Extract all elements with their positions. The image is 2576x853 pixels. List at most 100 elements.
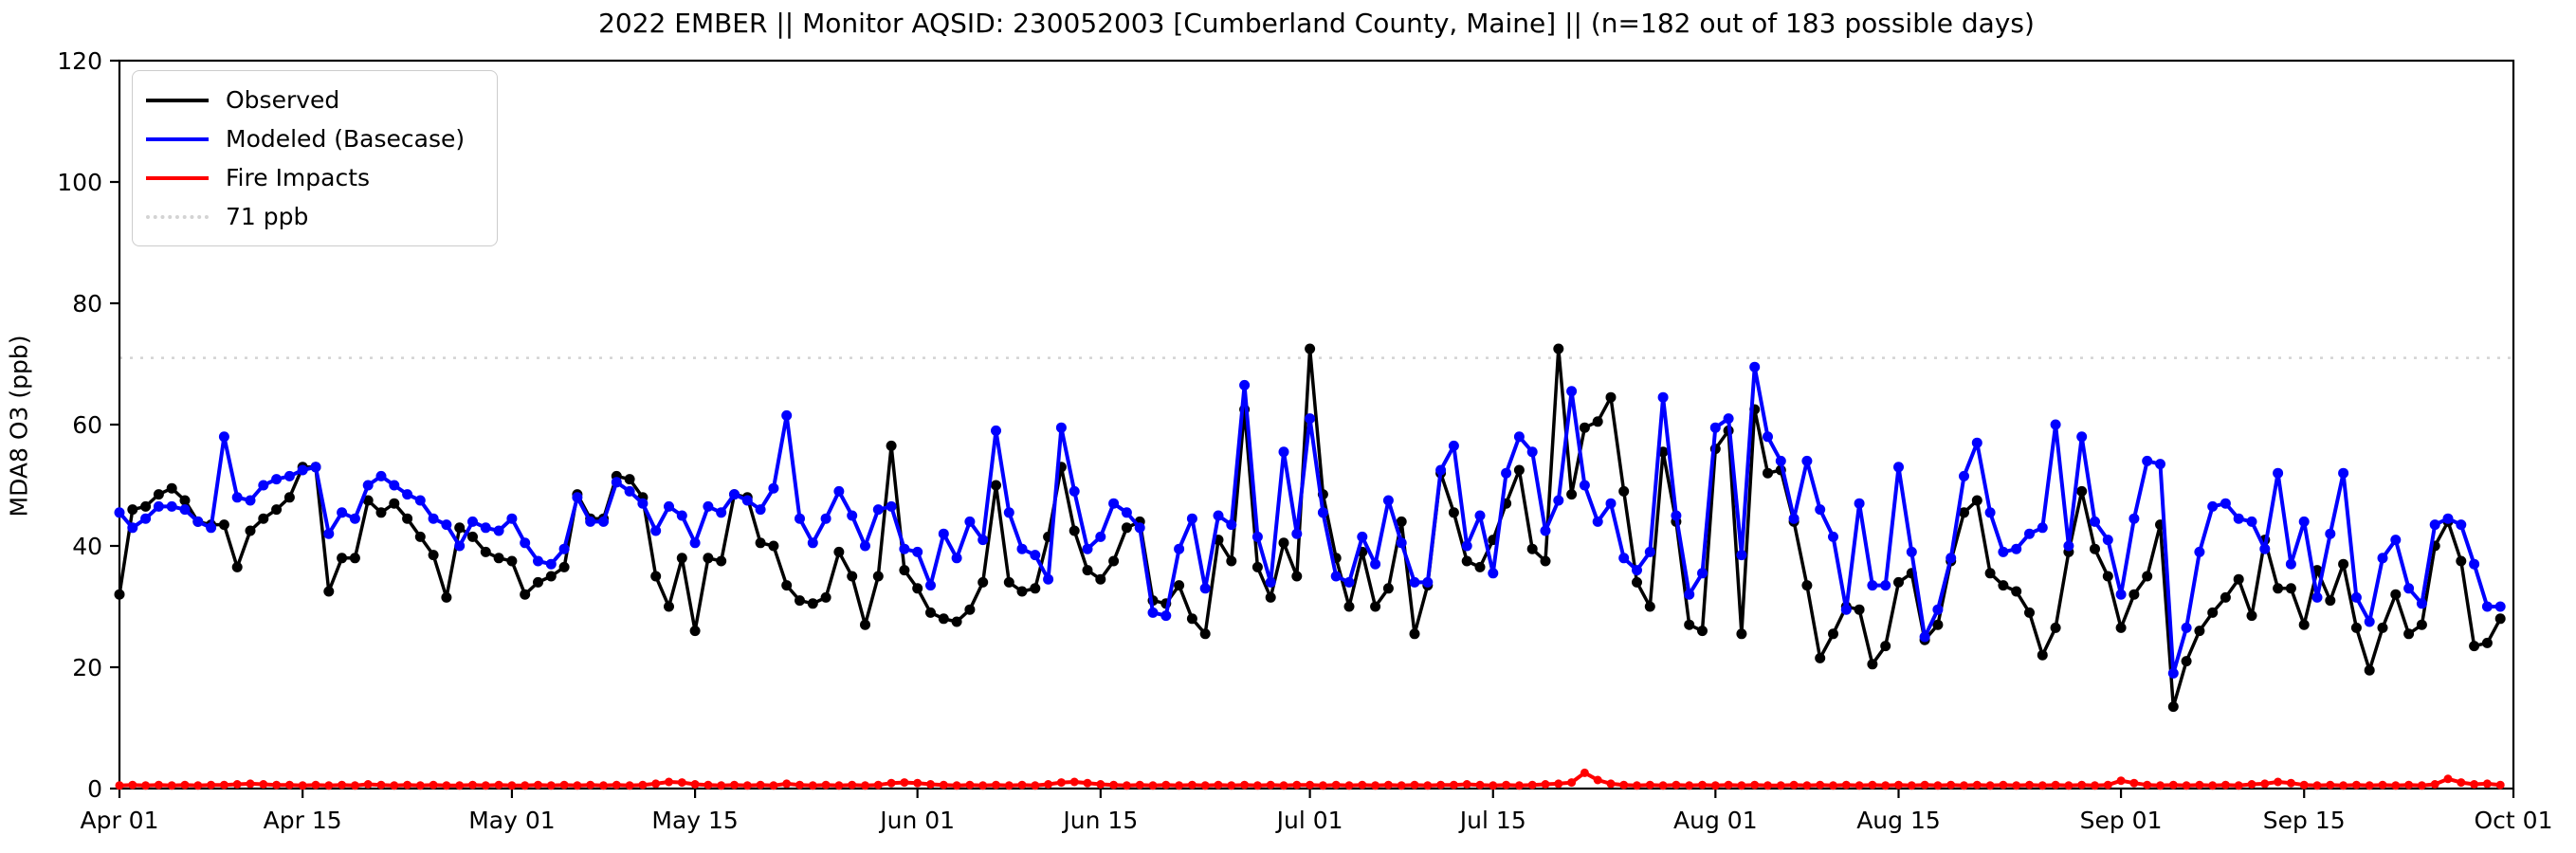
observed-point [545, 571, 557, 582]
modeled-basecase-point [2037, 522, 2048, 534]
fire-impacts-point [1933, 781, 1943, 790]
fire-impacts-point [1527, 780, 1537, 789]
fire-impacts-point [1854, 781, 1864, 790]
modeled-basecase-point [1461, 540, 1472, 552]
fire-impacts-point [2339, 781, 2348, 790]
fire-impacts-point [861, 781, 869, 790]
modeled-basecase-point [964, 516, 976, 527]
observed-point [349, 553, 360, 564]
modeled-basecase-point [912, 546, 923, 557]
observed-point [2011, 586, 2022, 597]
modeled-basecase-point [1815, 504, 1826, 516]
observed-point [1030, 583, 1041, 594]
legend: Observed Modeled (Basecase) Fire Impacts… [132, 70, 498, 246]
modeled-basecase-point [349, 513, 360, 524]
observed-point [114, 589, 125, 600]
observed-point [1251, 561, 1263, 572]
modeled-basecase-point [533, 555, 543, 567]
fire-impacts-point [2326, 780, 2335, 789]
modeled-basecase-point [271, 474, 283, 485]
observed-point [1867, 659, 1878, 670]
fire-impacts-point [1593, 775, 1602, 785]
observed-point [127, 504, 138, 516]
fire-impacts-markers [115, 768, 2505, 790]
modeled-basecase-point [2403, 583, 2415, 594]
modeled-basecase-point [1448, 440, 1459, 451]
observed-point [153, 489, 164, 500]
modeled-basecase-point [2011, 543, 2022, 554]
observed-point [558, 561, 570, 572]
observed-point [951, 616, 962, 627]
modeled-basecase-point [1082, 543, 1093, 554]
modeled-basecase-point [192, 516, 204, 527]
observed-point [1932, 619, 1944, 630]
observed-point [1199, 628, 1211, 640]
fire-impacts-point [625, 781, 634, 790]
modeled-basecase-point [1749, 361, 1761, 372]
observed-point [1370, 601, 1381, 612]
y-tick-label: 40 [72, 533, 102, 560]
modeled-basecase-point [1069, 485, 1080, 497]
fire-impacts-point [2012, 781, 2021, 790]
fire-impacts-point [978, 781, 988, 790]
modeled-basecase-point [1618, 553, 1630, 564]
observed-point [2456, 555, 2467, 567]
fire-impacts-point [886, 778, 896, 788]
observed-point [271, 504, 283, 516]
modeled-basecase-point [820, 513, 831, 524]
fire-impacts-point [2220, 780, 2230, 789]
modeled-basecase-point [1984, 507, 1996, 518]
y-tick-label: 100 [57, 169, 102, 196]
modeled-basecase-point [2207, 500, 2219, 512]
modeled-basecase-point [493, 525, 504, 536]
fire-impacts-point [1017, 780, 1027, 789]
fire-impacts-point [1645, 780, 1654, 789]
observed-point [1003, 576, 1014, 588]
fire-impacts-point [2495, 780, 2505, 789]
fire-impacts-point [468, 780, 477, 789]
fire-impacts-point [2116, 776, 2126, 786]
fire-impacts-point [1383, 780, 1393, 789]
fire-impacts-point [2443, 774, 2453, 784]
modeled-basecase-point [1213, 510, 1224, 521]
fire-impacts-point [1789, 780, 1799, 789]
modeled-basecase-point [741, 495, 753, 506]
modeled-basecase-point [991, 425, 1001, 436]
y-tick-label: 120 [57, 47, 102, 75]
modeled-basecase-point [1579, 480, 1590, 491]
modeled-basecase-point [1566, 386, 1578, 397]
modeled-basecase-point [506, 513, 518, 524]
modeled-basecase-point [2050, 419, 2061, 430]
fire-impacts-point [1606, 779, 1616, 789]
observed-point [2377, 622, 2388, 633]
fire-impacts-point [1200, 781, 1210, 790]
observed-point [1540, 555, 1551, 567]
modeled-basecase-point [1553, 495, 1564, 506]
modeled-basecase-point [402, 489, 413, 500]
fire-impacts-point [2365, 781, 2374, 790]
modeled-basecase-point [2246, 516, 2257, 527]
modeled-basecase-point [1317, 507, 1328, 518]
fire-impacts-point [1214, 780, 1223, 789]
fire-impacts-point [756, 780, 765, 789]
modeled-basecase-point [2350, 591, 2362, 603]
fire-impacts-point [2457, 778, 2466, 788]
modeled-basecase-point [454, 540, 466, 552]
modeled-basecase-point [1932, 604, 1944, 615]
fire-impacts-point [403, 780, 412, 789]
modeled-basecase-point [1526, 446, 1538, 458]
fire-impacts-point [2417, 781, 2426, 790]
fire-impacts-point [2470, 780, 2479, 789]
modeled-basecase-point [1291, 528, 1303, 539]
observed-point [624, 474, 635, 485]
observed-point [886, 440, 897, 451]
modeled-basecase-point [1186, 513, 1197, 524]
observed-point [1278, 537, 1289, 549]
fire-impacts-point [180, 780, 190, 789]
legend-label: Modeled (Basecase) [226, 125, 466, 153]
fire-impacts-point [848, 780, 857, 789]
observed-point [1069, 525, 1080, 536]
observed-point [1226, 555, 1237, 567]
